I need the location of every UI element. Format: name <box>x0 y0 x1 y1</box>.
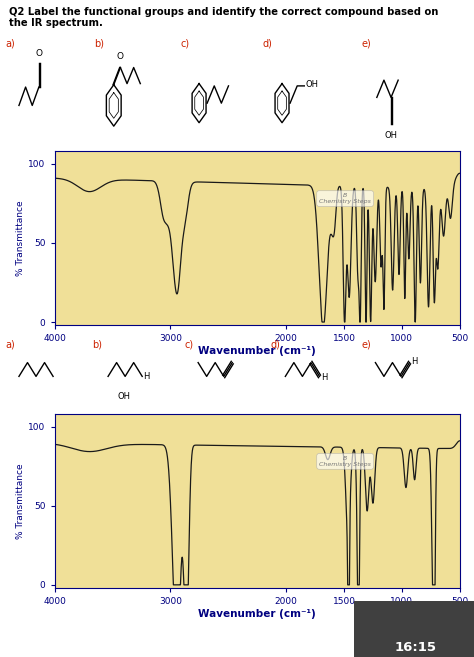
Text: O: O <box>117 52 124 60</box>
Text: H: H <box>411 357 417 367</box>
X-axis label: Wavenumber (cm⁻¹): Wavenumber (cm⁻¹) <box>198 346 316 356</box>
Text: OH: OH <box>385 131 398 140</box>
X-axis label: Wavenumber (cm⁻¹): Wavenumber (cm⁻¹) <box>198 609 316 619</box>
Text: e): e) <box>361 340 371 350</box>
Text: b): b) <box>94 38 105 49</box>
Text: b): b) <box>92 340 102 350</box>
Text: O: O <box>36 49 43 58</box>
Text: Q2 Label the functional groups and identify the correct compound based on: Q2 Label the functional groups and ident… <box>9 7 439 16</box>
Y-axis label: % Transmittance: % Transmittance <box>17 200 26 276</box>
Text: OH: OH <box>118 392 131 401</box>
Text: B
Chemistry Steps: B Chemistry Steps <box>319 193 371 204</box>
Text: a): a) <box>6 340 15 350</box>
Text: d): d) <box>271 340 281 350</box>
Text: e): e) <box>361 38 371 49</box>
Text: H: H <box>144 372 150 381</box>
Text: 16:15: 16:15 <box>394 641 436 654</box>
Y-axis label: % Transmittance: % Transmittance <box>17 463 26 539</box>
Text: the IR spectrum.: the IR spectrum. <box>9 18 103 28</box>
Text: OH: OH <box>306 80 319 89</box>
Text: B
Chemistry Steps: B Chemistry Steps <box>319 456 371 466</box>
Text: a): a) <box>6 38 15 49</box>
Text: d): d) <box>263 38 273 49</box>
Text: H: H <box>321 373 327 382</box>
Text: c): c) <box>184 340 193 350</box>
Text: c): c) <box>180 38 190 49</box>
